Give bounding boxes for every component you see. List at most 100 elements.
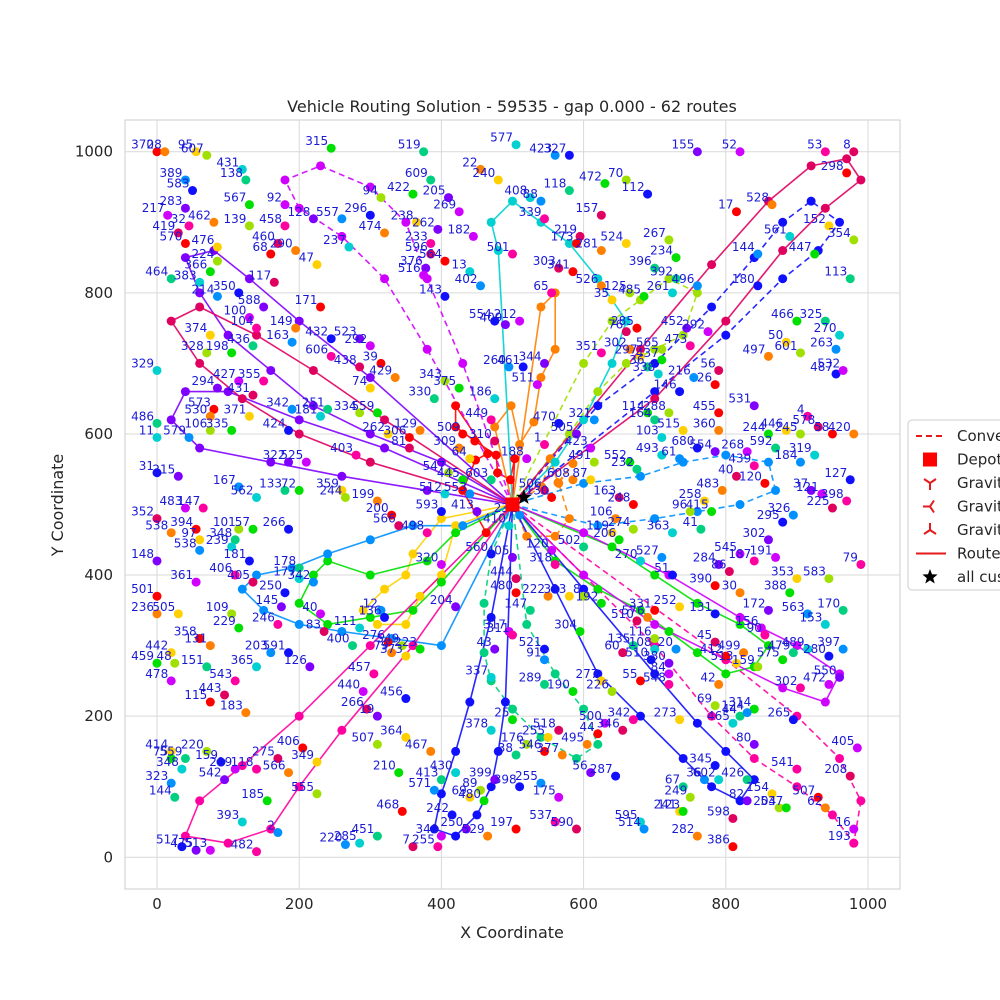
route-stop-point xyxy=(621,358,631,368)
route-stop-point xyxy=(635,471,645,481)
customer-point xyxy=(205,845,215,855)
customer-id-label: 88 xyxy=(523,187,538,201)
route-stop-point xyxy=(721,330,731,340)
route-stop-point xyxy=(749,753,759,763)
x-tick-label: 400 xyxy=(427,895,456,913)
route-stop-point xyxy=(365,457,375,467)
customer-id-label: 149 xyxy=(270,314,293,328)
customer-point xyxy=(294,574,304,584)
customer-point xyxy=(305,662,315,672)
customer-id-label: 354 xyxy=(828,226,851,240)
route-stop-point xyxy=(308,365,318,375)
route-stop-point xyxy=(692,598,702,608)
route-stop-point xyxy=(422,556,432,566)
customer-point xyxy=(838,644,848,654)
customer-point xyxy=(771,552,781,562)
customer-point xyxy=(241,708,251,718)
customer-point xyxy=(539,214,549,224)
customer-point xyxy=(269,277,279,287)
customer-id-label: 376 xyxy=(400,254,423,268)
customer-point xyxy=(273,619,283,629)
route-stop-point xyxy=(650,669,660,679)
customer-id-label: 449 xyxy=(465,406,488,420)
customer-point xyxy=(803,609,813,619)
customer-id-label: 69 xyxy=(697,692,712,706)
customer-id-label: 426 xyxy=(721,766,744,780)
customer-id-label: 11 xyxy=(139,423,154,437)
customer-point xyxy=(664,669,674,679)
customer-id-label: 255 xyxy=(412,833,435,847)
route-stop-point xyxy=(479,648,489,658)
customer-id-label: 163 xyxy=(266,328,289,342)
customer-point xyxy=(380,612,390,622)
customer-id-label: 478 xyxy=(145,667,168,681)
customer-id-label: 297 xyxy=(615,342,638,356)
customer-id-label: 350 xyxy=(213,279,236,293)
customer-point xyxy=(152,147,162,157)
route-stop-point xyxy=(522,531,532,541)
customer-point xyxy=(401,694,411,704)
customer-point xyxy=(266,648,276,658)
customer-id-label: 248 xyxy=(607,491,630,505)
customer-point xyxy=(198,503,208,513)
customer-point xyxy=(728,813,738,823)
route-stop-point xyxy=(365,641,375,651)
customer-id-label: 157 xyxy=(575,201,598,215)
customer-point xyxy=(824,651,834,661)
route-stop-point xyxy=(678,330,688,340)
customer-id-label: 90 xyxy=(747,621,762,635)
customer-point xyxy=(490,644,500,654)
y-tick-label: 200 xyxy=(84,707,113,725)
customer-id-label: 89 xyxy=(462,776,477,790)
route-stop-point xyxy=(337,725,347,735)
customer-id-label: 275 xyxy=(252,744,275,758)
customer-point xyxy=(810,249,820,259)
customer-id-label: 486 xyxy=(131,409,154,423)
x-tick-label: 1000 xyxy=(849,895,887,913)
customer-id-label: 240 xyxy=(472,166,495,180)
customer-id-label: 131 xyxy=(184,632,207,646)
customer-point xyxy=(166,676,176,686)
customer-point xyxy=(252,323,262,333)
customer-point xyxy=(817,489,827,499)
customer-point xyxy=(600,718,610,728)
customer-point xyxy=(710,637,720,647)
customer-id-label: 521 xyxy=(519,635,542,649)
route-stop-point xyxy=(380,584,390,594)
customer-id-label: 363 xyxy=(647,519,670,533)
customer-id-label: 483 xyxy=(160,494,183,508)
route-stop-point xyxy=(735,500,745,509)
customer-point xyxy=(195,545,205,555)
customer-point xyxy=(355,408,365,418)
customer-id-label: 410 xyxy=(483,512,506,526)
customer-point xyxy=(760,630,770,640)
special-markers-layer xyxy=(505,489,532,512)
customer-point xyxy=(284,524,294,534)
customer-point xyxy=(390,373,400,383)
customer-id-label: 365 xyxy=(231,653,254,667)
legend-label: Route xyxy=(957,545,1000,563)
route-stop-point xyxy=(692,288,702,298)
customer-id-label: 452 xyxy=(661,314,684,328)
customer-point xyxy=(358,686,368,696)
customer-id-label: 346 xyxy=(597,716,620,730)
route-stop-point xyxy=(554,478,564,488)
route-stop-point xyxy=(436,570,446,580)
route-stop-point xyxy=(380,415,390,425)
customer-id-label: 541 xyxy=(771,755,794,769)
customer-id-label: 554 xyxy=(469,307,492,321)
customer-id-label: 55 xyxy=(622,667,637,681)
customer-id-label: 442 xyxy=(145,639,168,653)
customer-point xyxy=(611,771,621,781)
customer-id-label: 251 xyxy=(302,395,325,409)
customer-point xyxy=(316,302,326,312)
customer-point xyxy=(735,147,745,157)
customer-id-label: 203 xyxy=(245,639,268,653)
route-stop-point xyxy=(550,531,560,541)
customer-id-label: 338 xyxy=(632,360,655,374)
customer-point xyxy=(735,588,745,598)
route-line xyxy=(511,503,841,703)
customer-id-label: 515 xyxy=(657,416,680,430)
customer-point xyxy=(692,831,702,841)
customer-id-label: 456 xyxy=(380,685,403,699)
